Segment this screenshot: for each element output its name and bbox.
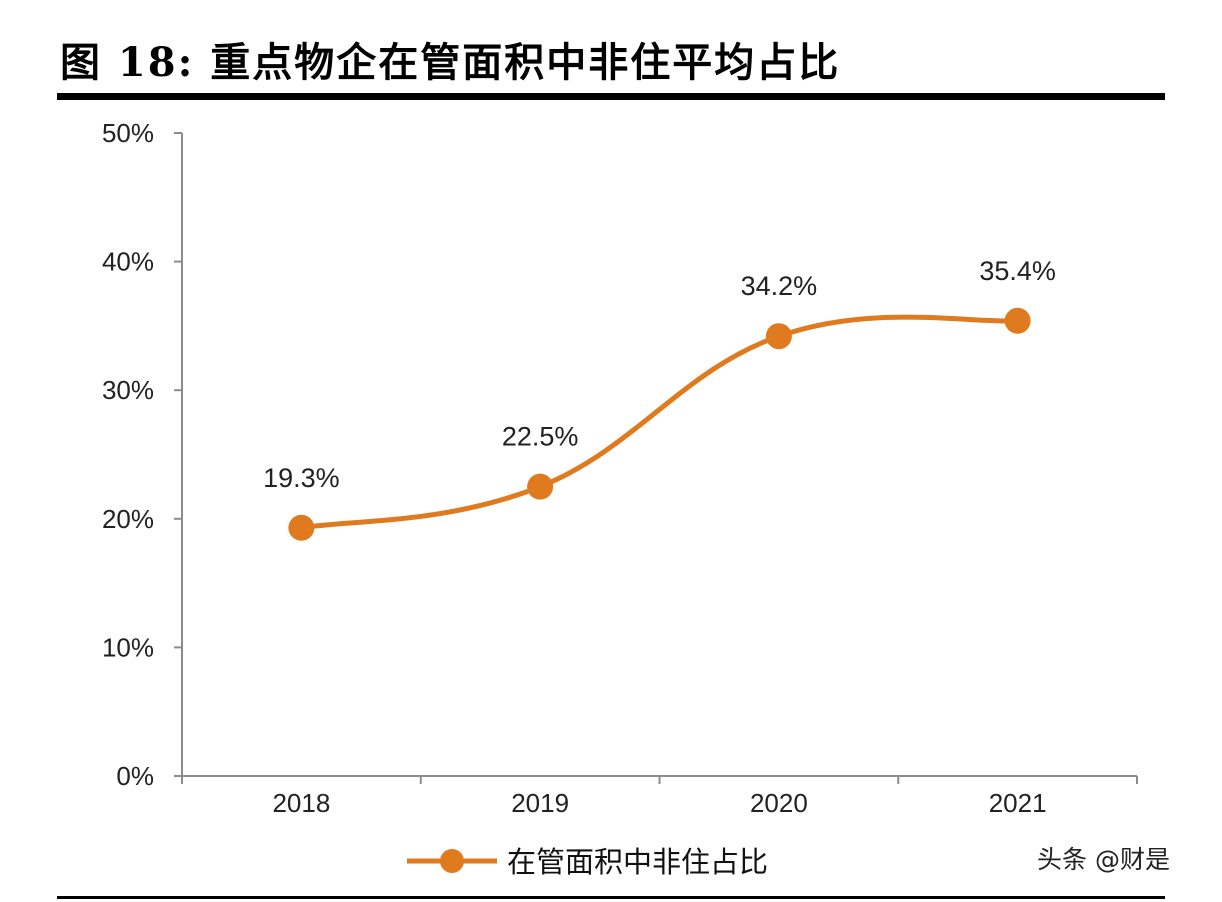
y-tick-label: 10% xyxy=(102,632,154,662)
y-axis-ticks: 0% 10% 20% 30% 40% 50% xyxy=(102,118,182,791)
x-tick-label: 2018 xyxy=(272,788,330,818)
x-tick-label: 2020 xyxy=(750,788,808,818)
data-label: 22.5% xyxy=(502,422,579,452)
data-label: 34.2% xyxy=(741,271,818,301)
data-point xyxy=(288,514,315,541)
y-tick-label: 0% xyxy=(116,761,154,791)
legend-marker-icon xyxy=(440,849,464,873)
data-label: 19.3% xyxy=(263,463,340,493)
watermark: 头条 @财是 xyxy=(1037,845,1170,874)
figure-title: 图 18: 重点物企在管面积中非住平均占比 xyxy=(60,39,841,86)
y-tick-label: 20% xyxy=(102,504,154,534)
y-tick-label: 30% xyxy=(102,375,154,405)
series-line xyxy=(298,314,1021,531)
data-point xyxy=(527,473,554,500)
data-point xyxy=(1004,307,1031,334)
chart-axes xyxy=(181,133,1137,777)
bottom-rule xyxy=(57,896,1165,899)
top-rule xyxy=(57,93,1165,100)
data-label: 35.4% xyxy=(979,256,1056,286)
x-tick-label: 2019 xyxy=(511,788,569,818)
x-axis-ticks: 2018 2019 2020 2021 xyxy=(181,776,1138,818)
y-tick-label: 50% xyxy=(102,118,154,148)
y-tick-label: 40% xyxy=(102,247,154,277)
x-tick-label: 2021 xyxy=(989,788,1047,818)
legend: 在管面积中非住占比 xyxy=(407,845,768,879)
legend-label: 在管面积中非住占比 xyxy=(507,845,768,879)
series-layer: 19.3% 22.5% 34.2% 35.4% xyxy=(263,256,1056,541)
data-point xyxy=(765,323,792,350)
